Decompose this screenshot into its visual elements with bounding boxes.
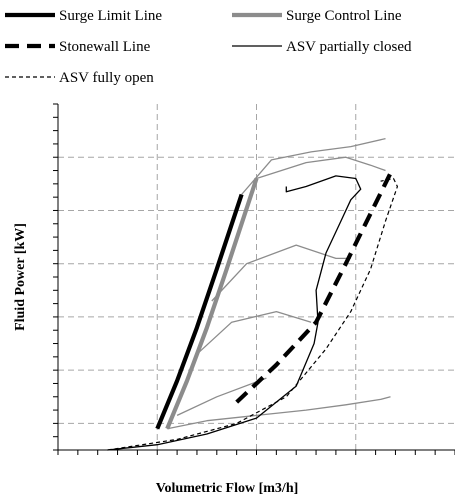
legend: Surge Limit Line Surge Control Line Stonew… <box>5 8 412 86</box>
series-asv-fully-open <box>107 177 398 451</box>
control-curve-10 <box>241 137 386 195</box>
legend-label-asv-partially-closed: ASV partially closed <box>286 39 412 55</box>
control-curve-5 <box>167 396 391 430</box>
control-curve-7 <box>196 310 312 355</box>
control-curve-9 <box>256 156 386 180</box>
legend-label-asv-fully-open: ASV fully open <box>59 70 154 86</box>
legend-label-stonewall-line: Stonewall Line <box>59 39 151 55</box>
series-asv-partially-closed <box>107 175 362 451</box>
series-stonewall-line <box>235 172 393 404</box>
legend-label-surge-limit-line: Surge Limit Line <box>59 8 162 24</box>
series-layer <box>107 137 398 451</box>
plot-area <box>53 103 455 455</box>
series-surge-limit-line <box>155 193 244 430</box>
y-axis-label: Fluid Power [kW] <box>13 223 28 331</box>
legend-label-surge-control-line: Surge Control Line <box>286 8 402 24</box>
control-curve-8 <box>211 244 351 302</box>
x-axis-label: Volumetric Flow [m3/h] <box>156 481 299 496</box>
control-curve-6 <box>176 377 267 416</box>
series-surge-control-line <box>165 177 259 430</box>
